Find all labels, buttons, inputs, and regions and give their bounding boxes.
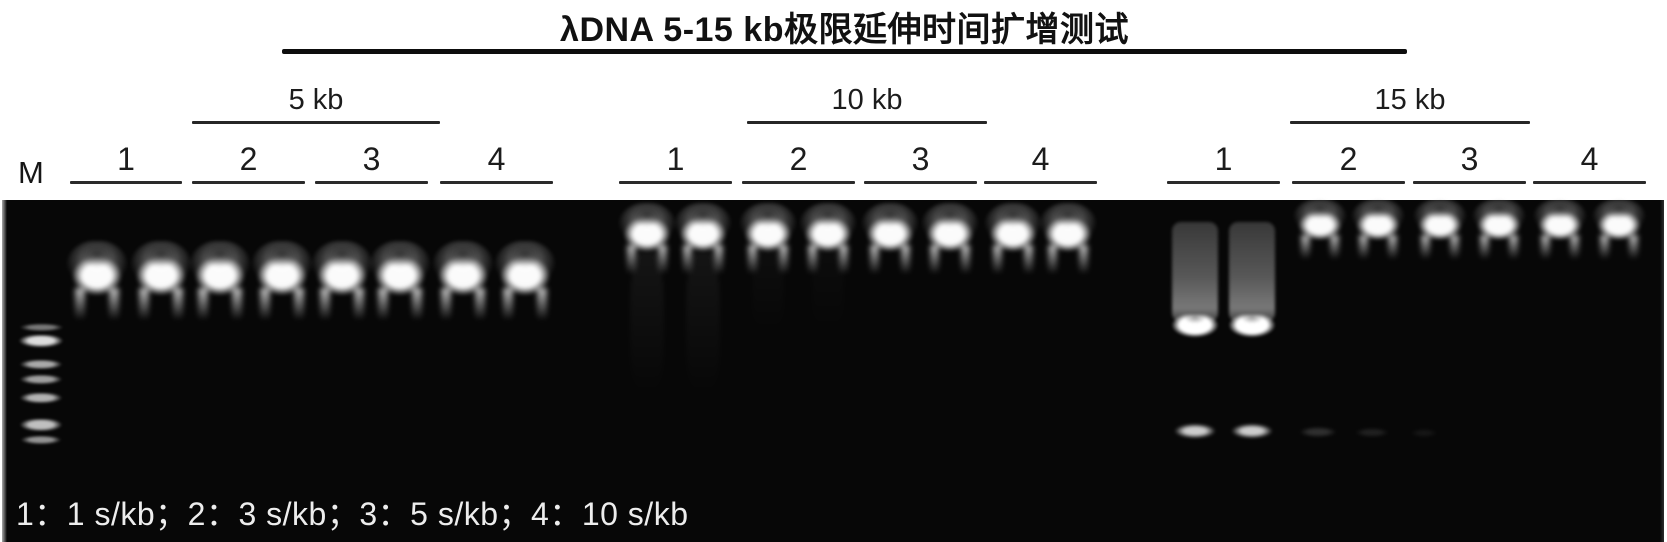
marker-ladder-band	[19, 393, 63, 403]
dna-band	[311, 241, 373, 299]
gel-left-edge	[2, 200, 7, 542]
residual-band	[1230, 424, 1274, 438]
dna-band	[984, 203, 1042, 255]
dna-band	[1592, 199, 1646, 243]
lane-label: 1	[1214, 141, 1233, 177]
residual-band	[1173, 424, 1217, 438]
residual-band	[1298, 427, 1338, 437]
lane-underline	[984, 181, 1097, 184]
title-underline	[282, 49, 1407, 54]
gel-right-edge	[1660, 200, 1664, 542]
lane-underline	[742, 181, 855, 184]
residual-band	[1410, 429, 1438, 437]
marker-ladder-band	[18, 335, 64, 347]
dna-band	[674, 203, 732, 255]
dna-band	[1293, 199, 1347, 243]
dna-band	[189, 241, 251, 299]
marker-ladder-band	[20, 436, 62, 444]
band-trailing-smear	[812, 250, 844, 335]
lane-underline	[315, 181, 428, 184]
marker-ladder-band	[19, 375, 63, 384]
dna-band	[1472, 199, 1526, 243]
lane-underline	[1167, 181, 1280, 184]
lane-label: 4	[1031, 141, 1050, 177]
residual-band	[1354, 428, 1390, 437]
dna-band	[66, 241, 128, 299]
lane1-smear-column	[1229, 222, 1275, 322]
marker-ladder-band	[19, 419, 63, 431]
lane-label: 3	[362, 141, 381, 177]
lane-label: 3	[1460, 141, 1479, 177]
group-size-label: 10 kb	[831, 84, 903, 116]
dna-band	[618, 203, 676, 255]
product-band	[1168, 314, 1222, 338]
lane-label: 1	[666, 141, 685, 177]
dna-band	[1039, 203, 1097, 255]
gel	[2, 199, 1664, 542]
dna-band	[861, 203, 919, 255]
lane-underline	[864, 181, 977, 184]
lane-underline	[192, 181, 305, 184]
dna-band	[1533, 199, 1587, 243]
band-trailing-smear	[686, 252, 720, 397]
marker-ladder-band	[18, 324, 64, 331]
lane-underline	[1292, 181, 1405, 184]
lane-underline	[619, 181, 732, 184]
marker-ladder-band	[19, 360, 63, 369]
dna-band	[130, 241, 192, 299]
lane-underline	[440, 181, 553, 184]
lane-label: 1	[117, 141, 135, 177]
lane-label: 4	[1580, 141, 1599, 177]
group-size-label: 15 kb	[1374, 84, 1446, 116]
dna-band	[369, 241, 431, 299]
band-trailing-smear	[630, 252, 664, 397]
group-bracket-line	[192, 121, 440, 124]
group-size-label: 5 kb	[288, 84, 344, 116]
marker-lane-label: M	[18, 155, 44, 190]
dna-band	[799, 203, 857, 255]
dna-band	[494, 241, 556, 299]
group-bracket-line	[1290, 121, 1530, 124]
dna-band	[1351, 199, 1405, 243]
lane-label: 4	[487, 141, 506, 177]
dna-band	[251, 241, 313, 299]
band-trailing-smear	[752, 250, 784, 335]
dna-band	[432, 241, 494, 299]
figure-title: λDNA 5-15 kb极限延伸时间扩增测试	[560, 11, 1129, 49]
lane-label: 2	[239, 141, 258, 177]
dna-band	[921, 203, 979, 255]
legend-text: 1：1 s/kb；2：3 s/kb；3：5 s/kb；4：10 s/kb	[16, 496, 689, 532]
group-bracket-line	[747, 121, 987, 124]
lane1-smear-column	[1172, 222, 1218, 322]
lane-underline	[1533, 181, 1646, 184]
lane-underline	[70, 181, 182, 184]
lane-label: 3	[911, 141, 930, 177]
dna-band	[739, 203, 797, 255]
product-band	[1225, 314, 1279, 338]
lane-label: 2	[1339, 141, 1358, 177]
dna-band	[1413, 199, 1467, 243]
lane-underline	[1413, 181, 1526, 184]
lane-label: 2	[789, 141, 808, 177]
